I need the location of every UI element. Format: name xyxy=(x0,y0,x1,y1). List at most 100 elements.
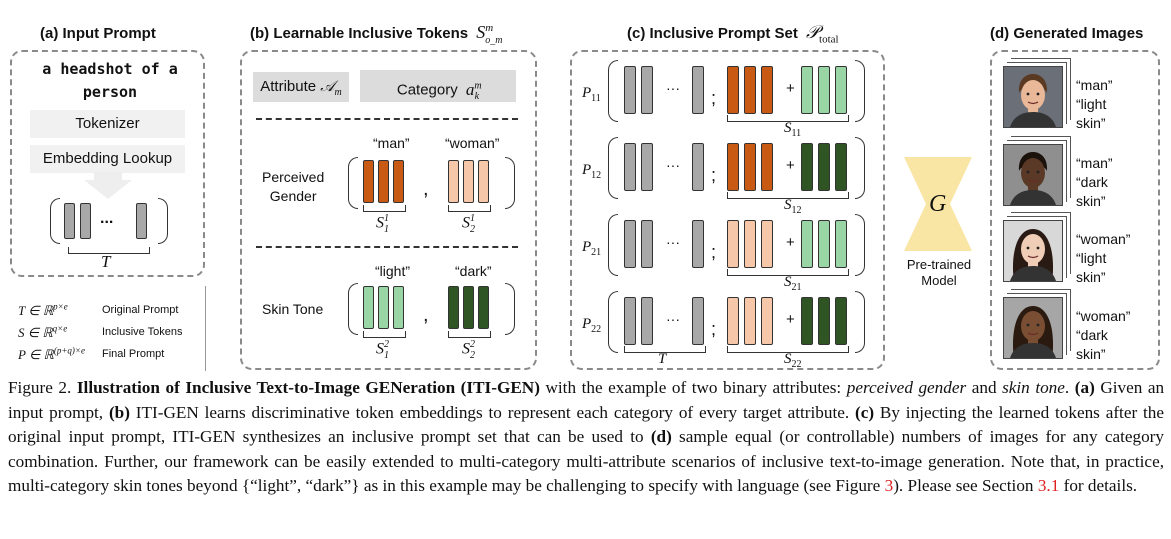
legend-box xyxy=(10,286,206,371)
skin-token xyxy=(818,143,830,191)
perceived-gender-label: Perceived Gender xyxy=(262,169,325,204)
gender-token xyxy=(727,66,739,114)
prompt-token xyxy=(692,66,704,114)
comma: , xyxy=(423,178,429,200)
input-prompt-text: a headshot of a person xyxy=(42,60,178,101)
gender-token xyxy=(744,297,756,345)
prompt-token xyxy=(641,220,653,268)
T-label: T xyxy=(658,351,667,367)
woman-token xyxy=(463,160,474,203)
S21-underbrace xyxy=(363,331,406,338)
panel-c-frame xyxy=(570,50,885,370)
ellipsis: ··· xyxy=(666,311,680,327)
quote-dark: “dark” xyxy=(455,263,492,279)
panel-b-frame xyxy=(240,50,537,370)
prompt-label: P12 xyxy=(582,162,602,181)
prompt-row: P12 ···; + S12 xyxy=(0,137,865,216)
quote-man: “man” xyxy=(373,135,410,151)
skin-token xyxy=(818,220,830,268)
legend-row: P ∈ ℝ(p+q)×e Final Prompt xyxy=(18,346,165,363)
dark-token xyxy=(478,286,489,329)
ellipsis: ··· xyxy=(666,234,680,250)
prompt-token xyxy=(624,220,636,268)
image-caption: “woman” “light skin” xyxy=(1076,231,1131,285)
image-caption: “man” “dark skin” xyxy=(1076,155,1113,209)
generator-icon xyxy=(904,157,972,251)
S-label: S21 xyxy=(784,274,802,293)
gender-token xyxy=(744,220,756,268)
face-portrait-image xyxy=(1003,220,1063,282)
section-ref-link[interactable]: 3.1 xyxy=(1037,476,1060,495)
pretrained-model-label: Pre-trained Model xyxy=(906,257,972,288)
row-right-brace xyxy=(855,60,865,122)
row-right-brace xyxy=(855,214,865,276)
panel-a-title: (a) Input Prompt xyxy=(40,25,156,42)
S-1-2-label: S12 xyxy=(462,213,475,235)
prompt-token xyxy=(64,203,75,239)
prompt-row: P22 ···; + S22 T xyxy=(0,291,865,370)
face-portrait-image xyxy=(1003,66,1063,128)
semicolon: ; xyxy=(711,165,717,185)
gender-token xyxy=(727,143,739,191)
plus: + xyxy=(786,80,795,97)
panel-b-title: (b) Learnable Inclusive Tokens Smo_m xyxy=(250,22,503,46)
skin-token xyxy=(818,297,830,345)
image-caption: “woman” “dark skin” xyxy=(1076,308,1131,362)
category-header: Category amk xyxy=(360,70,516,102)
face-portrait-image xyxy=(1003,144,1063,206)
S-2-2-label: S22 xyxy=(462,339,475,361)
row-left-brace xyxy=(608,214,618,276)
ellipsis: ... xyxy=(100,210,114,227)
gender-token xyxy=(727,297,739,345)
gender-token xyxy=(761,66,773,114)
panel-c-title: (c) Inclusive Prompt Set 𝒫total xyxy=(627,22,839,46)
divider xyxy=(256,118,518,120)
quote-light: “light” xyxy=(375,263,411,279)
skin-left-brace xyxy=(348,283,358,335)
quote-woman: “woman” xyxy=(445,135,500,151)
T-underbrace xyxy=(624,346,706,353)
skin-token xyxy=(801,220,813,268)
light-token xyxy=(378,286,389,329)
embedding-lookup-block: Embedding Lookup xyxy=(30,145,185,173)
skin-token xyxy=(835,220,847,268)
tokenizer-block: Tokenizer xyxy=(30,110,185,138)
plus: + xyxy=(786,157,795,174)
skin-token xyxy=(818,66,830,114)
gender-token xyxy=(744,143,756,191)
attribute-header: Attribute 𝒜m xyxy=(253,72,349,102)
figure-ref-link[interactable]: 3 xyxy=(884,476,894,495)
skin-tone-label: Skin Tone xyxy=(262,301,324,317)
skin-token xyxy=(801,297,813,345)
panel-a-frame xyxy=(10,50,205,277)
prompt-label: P22 xyxy=(582,316,602,335)
S22-underbrace xyxy=(448,331,491,338)
S11-underbrace xyxy=(363,205,406,212)
ellipsis: ··· xyxy=(666,157,680,173)
S-underbrace xyxy=(727,269,849,276)
skin-token xyxy=(801,143,813,191)
prompt-label: P11 xyxy=(582,85,601,104)
row-left-brace xyxy=(608,291,618,353)
T-underbrace xyxy=(68,247,150,254)
gender-token xyxy=(761,220,773,268)
face-portrait-image xyxy=(1003,297,1063,359)
prompt-token xyxy=(641,297,653,345)
S-2-1-label: S21 xyxy=(376,339,389,361)
semicolon: ; xyxy=(711,242,717,262)
gender-token xyxy=(761,297,773,345)
legend-rows: T ∈ ℝp×e Original Prompt S ∈ ℝq×e Inclus… xyxy=(18,302,203,368)
figure-caption: Figure 2. Illustration of Inclusive Text… xyxy=(8,378,1165,495)
prompt-token xyxy=(80,203,91,239)
prompt-token xyxy=(692,297,704,345)
prompt-token xyxy=(641,66,653,114)
prompt-embedding-group: ... xyxy=(50,198,170,248)
prompt-row: P21 ···; + S21 xyxy=(0,214,865,293)
woman-token xyxy=(478,160,489,203)
plus: + xyxy=(786,311,795,328)
prompt-label: P21 xyxy=(582,239,602,258)
semicolon: ; xyxy=(711,319,717,339)
row-right-brace xyxy=(855,291,865,353)
row-right-brace xyxy=(855,137,865,199)
man-token xyxy=(378,160,389,203)
